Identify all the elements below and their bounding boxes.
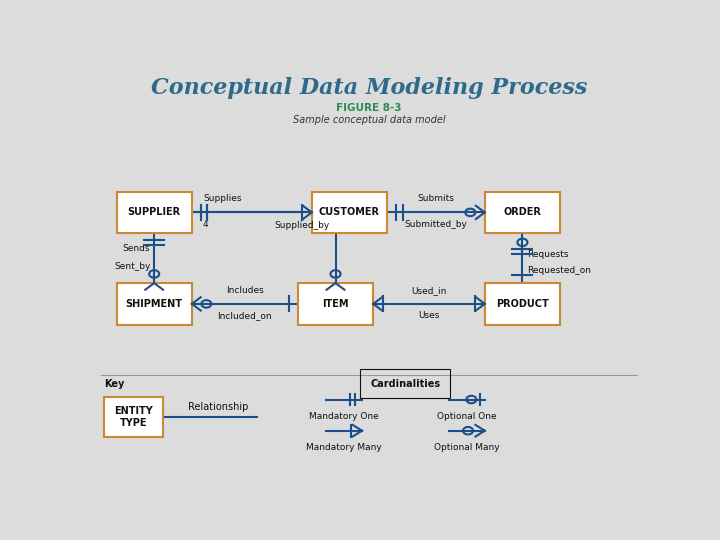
Text: Included_on: Included_on [217, 312, 272, 320]
FancyBboxPatch shape [485, 192, 560, 233]
Text: PRODUCT: PRODUCT [496, 299, 549, 309]
FancyBboxPatch shape [485, 283, 560, 325]
FancyBboxPatch shape [312, 192, 387, 233]
Text: Submits: Submits [418, 194, 454, 203]
FancyBboxPatch shape [298, 283, 373, 325]
Text: Cardinalities: Cardinalities [370, 379, 441, 389]
Text: ENTITY
TYPE: ENTITY TYPE [114, 407, 153, 428]
Text: SUPPLIER: SUPPLIER [127, 207, 181, 218]
Text: Sends: Sends [123, 244, 150, 253]
Text: Supplied_by: Supplied_by [275, 221, 330, 230]
Text: FIGURE 8-3: FIGURE 8-3 [336, 104, 402, 113]
Text: CUSTOMER: CUSTOMER [319, 207, 380, 218]
Text: Conceptual Data Modeling Process: Conceptual Data Modeling Process [150, 77, 588, 99]
FancyBboxPatch shape [117, 192, 192, 233]
Text: Mandatory Many: Mandatory Many [306, 443, 382, 452]
FancyBboxPatch shape [104, 397, 163, 437]
Text: SHIPMENT: SHIPMENT [126, 299, 183, 309]
Text: 4: 4 [203, 220, 209, 229]
Text: Relationship: Relationship [188, 402, 248, 412]
Text: Mandatory One: Mandatory One [309, 412, 379, 421]
Text: ORDER: ORDER [503, 207, 541, 218]
Text: Supplies: Supplies [203, 194, 241, 203]
Text: Includes: Includes [226, 286, 264, 295]
Text: Uses: Uses [418, 312, 440, 320]
FancyBboxPatch shape [117, 283, 192, 325]
Text: Requested_on: Requested_on [527, 266, 591, 275]
Text: Submitted_by: Submitted_by [405, 220, 467, 229]
Text: Used_in: Used_in [411, 286, 446, 295]
Text: Sent_by: Sent_by [114, 261, 150, 271]
Text: Optional Many: Optional Many [434, 443, 500, 452]
Text: ITEM: ITEM [323, 299, 348, 309]
Text: Optional One: Optional One [437, 412, 497, 421]
Text: Requests: Requests [527, 250, 568, 259]
Text: Sample conceptual data model: Sample conceptual data model [293, 114, 445, 125]
Text: Key: Key [104, 379, 125, 389]
